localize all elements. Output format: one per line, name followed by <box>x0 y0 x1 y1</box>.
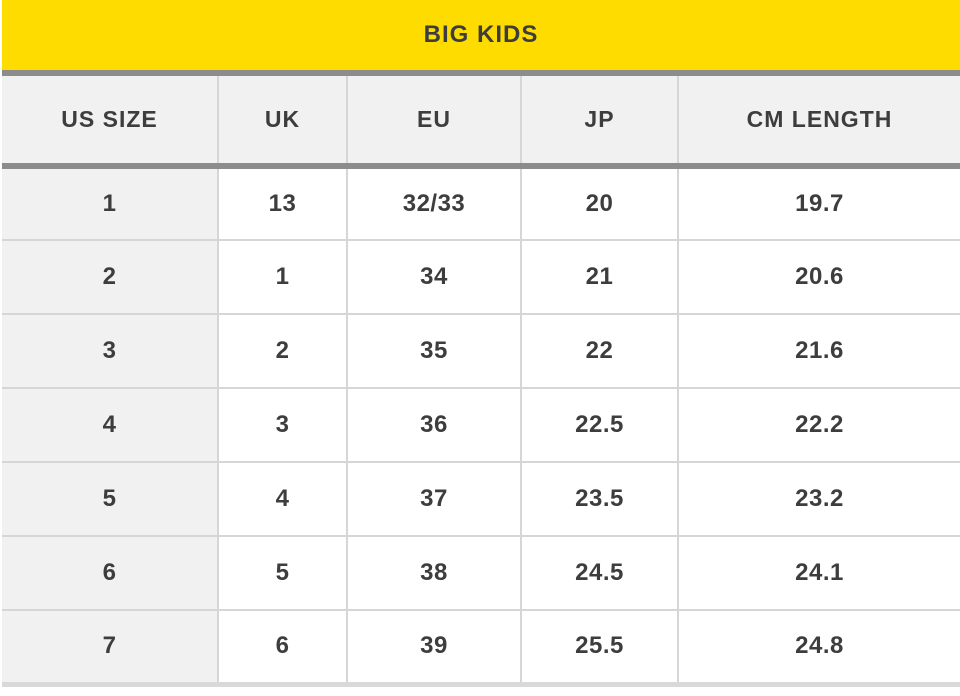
table-row: 3 2 35 22 21.6 <box>2 313 960 388</box>
cell-eu: 34 <box>346 239 521 314</box>
cell-cm-length: 24.1 <box>677 535 960 610</box>
cell-cm-length: 22.2 <box>677 387 960 462</box>
size-chart-table: US SIZE UK EU JP CM LENGTH 1 13 32/33 20… <box>2 76 960 687</box>
cell-jp: 22.5 <box>520 387 678 462</box>
cell-uk: 2 <box>217 313 347 388</box>
cell-cm-length: 23.2 <box>677 461 960 536</box>
cell-eu: 36 <box>346 387 521 462</box>
cell-jp: 22 <box>520 313 678 388</box>
cell-eu: 38 <box>346 535 521 610</box>
table-row: 4 3 36 22.5 22.2 <box>2 387 960 462</box>
cell-jp: 23.5 <box>520 461 678 536</box>
cell-cm-length: 21.6 <box>677 313 960 388</box>
column-header-jp: JP <box>520 76 678 169</box>
column-header-us-size: US SIZE <box>2 76 218 169</box>
table-row: 7 6 39 25.5 24.8 <box>2 609 960 687</box>
table-row: 1 13 32/33 20 19.7 <box>2 166 960 240</box>
column-header-cm-length: CM LENGTH <box>677 76 960 169</box>
table-row: 6 5 38 24.5 24.1 <box>2 535 960 610</box>
column-header-uk: UK <box>217 76 347 169</box>
cell-us-size: 3 <box>2 313 218 388</box>
cell-cm-length: 19.7 <box>677 166 960 240</box>
cell-jp: 25.5 <box>520 609 678 687</box>
cell-jp: 24.5 <box>520 535 678 610</box>
cell-jp: 21 <box>520 239 678 314</box>
cell-cm-length: 20.6 <box>677 239 960 314</box>
cell-cm-length: 24.8 <box>677 609 960 687</box>
banner-divider-bar <box>2 70 960 76</box>
cell-eu: 39 <box>346 609 521 687</box>
size-group-title: BIG KIDS <box>423 21 539 48</box>
column-header-eu: EU <box>346 76 521 169</box>
cell-uk: 6 <box>217 609 347 687</box>
table-row: 5 4 37 23.5 23.2 <box>2 461 960 536</box>
cell-us-size: 7 <box>2 609 218 687</box>
header-row: US SIZE UK EU JP CM LENGTH <box>2 76 960 169</box>
cell-uk: 3 <box>217 387 347 462</box>
cell-uk: 13 <box>217 166 347 240</box>
size-group-banner: BIG KIDS <box>2 0 960 70</box>
cell-eu: 37 <box>346 461 521 536</box>
cell-uk: 1 <box>217 239 347 314</box>
cell-uk: 5 <box>217 535 347 610</box>
cell-eu: 32/33 <box>346 166 521 240</box>
cell-uk: 4 <box>217 461 347 536</box>
cell-jp: 20 <box>520 166 678 240</box>
table-row: 2 1 34 21 20.6 <box>2 239 960 314</box>
cell-us-size: 4 <box>2 387 218 462</box>
cell-eu: 35 <box>346 313 521 388</box>
cell-us-size: 2 <box>2 239 218 314</box>
cell-us-size: 5 <box>2 461 218 536</box>
cell-us-size: 1 <box>2 166 218 240</box>
cell-us-size: 6 <box>2 535 218 610</box>
